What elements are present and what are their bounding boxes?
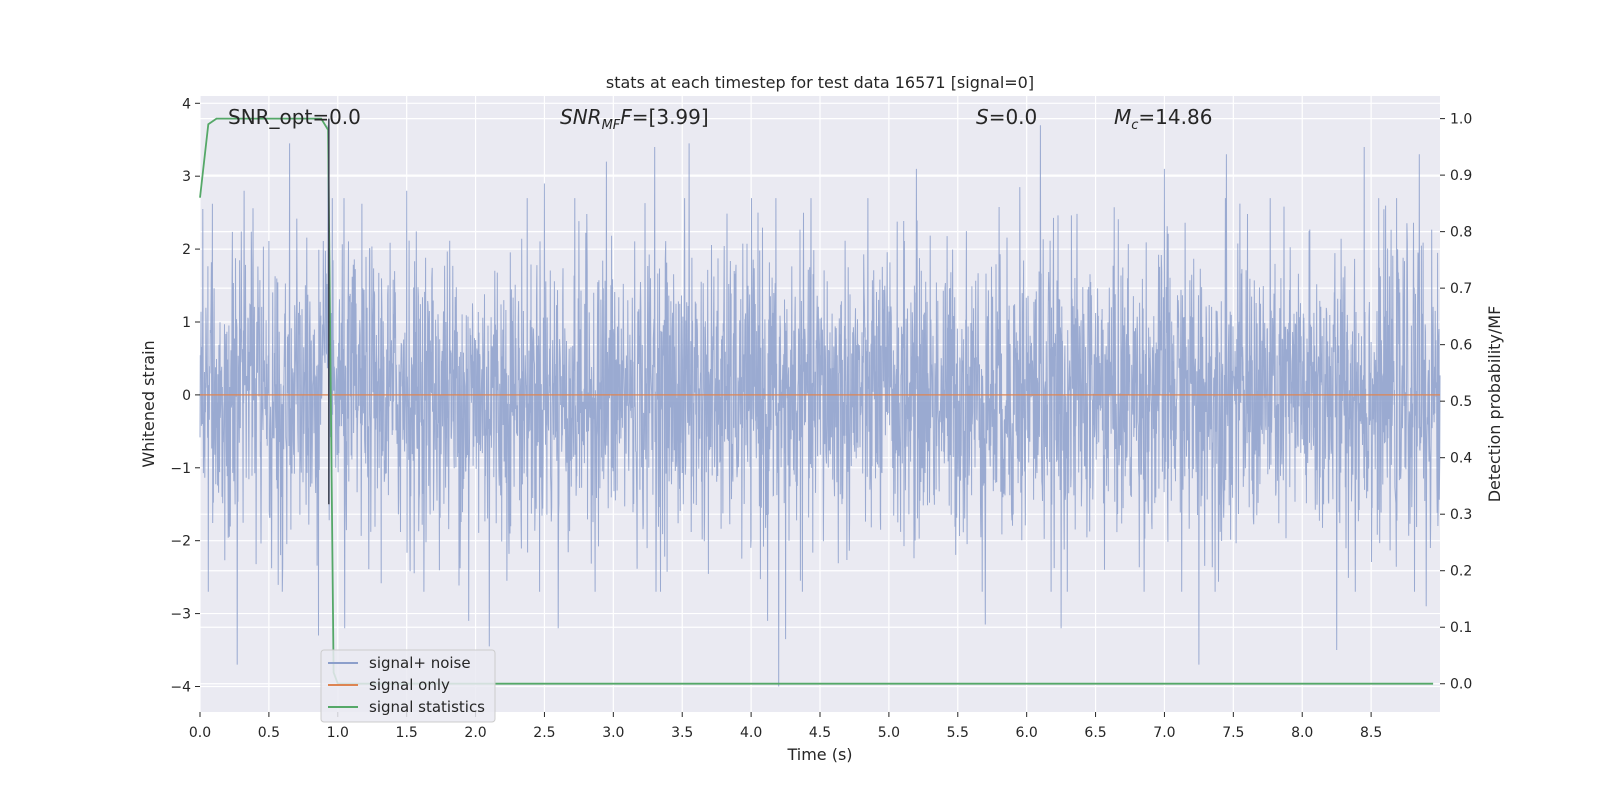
x-tick-label: 2.5 <box>533 725 555 741</box>
x-tick-label: 8.0 <box>1291 725 1313 741</box>
x-axis-ticks: 0.0 0.5 1.0 1.5 2.0 2.5 3.0 3.5 4.0 4.5 5.0 5.5 6.0 6… <box>189 712 1382 741</box>
s-value: =0.0 <box>989 105 1038 129</box>
y-tick-label: −2 <box>170 534 191 550</box>
x-tick-label: 0.5 <box>258 725 280 741</box>
x-tick-label: 6.5 <box>1084 725 1106 741</box>
y-tick-label: 1 <box>182 315 191 331</box>
y2-tick-label: 0.0 <box>1450 677 1472 693</box>
mc-main: M <box>1114 105 1131 129</box>
x-tick-label: 0.0 <box>189 725 211 741</box>
legend-label-signal-only: signal only <box>369 676 450 694</box>
x-tick-label: 8.5 <box>1360 725 1382 741</box>
legend-label-signal-statistics: signal statistics <box>369 698 485 716</box>
snr-mf-sub: MF <box>602 118 621 133</box>
y2-tick-label: 1.0 <box>1450 112 1472 128</box>
x-tick-label: 3.0 <box>602 725 624 741</box>
y-tick-label: −4 <box>170 679 191 695</box>
annotation-mc: Mc=14.86 <box>1114 105 1212 133</box>
chart-title: stats at each timestep for test data 165… <box>606 73 1034 92</box>
y-tick-label: 3 <box>182 169 191 185</box>
y2-tick-label: 0.4 <box>1450 451 1472 467</box>
y2-tick-label: 0.6 <box>1450 338 1472 354</box>
legend-label-signal-noise: signal+ noise <box>369 654 471 672</box>
y2-tick-label: 0.8 <box>1450 225 1472 241</box>
x-tick-label: 7.0 <box>1153 725 1175 741</box>
y2-axis-label: Detection probability/MF <box>1485 306 1504 503</box>
snr-mf-value: =[3.99] <box>632 105 709 129</box>
y2-axis-ticks: 0.0 0.1 0.2 0.3 0.4 0.5 0.6 0.7 0.8 0.9 1.0 <box>1440 112 1472 693</box>
y-tick-label: 4 <box>182 96 191 112</box>
x-tick-label: 4.0 <box>740 725 762 741</box>
y-axis-label: Whitened strain <box>139 340 158 467</box>
mc-sub: c <box>1131 118 1138 133</box>
y-tick-label: −1 <box>170 461 191 477</box>
signal-statistics-line <box>199 117 1434 685</box>
y-tick-label: 2 <box>182 242 191 258</box>
snr-mf-f: F <box>620 105 632 129</box>
y2-tick-label: 0.3 <box>1450 507 1472 523</box>
y-tick-label: 0 <box>182 388 191 404</box>
x-tick-label: 5.0 <box>878 725 900 741</box>
legend: signal+ noise signal only signal statist… <box>320 649 496 723</box>
signal-noise-series <box>199 125 1441 687</box>
y-tick-label: −3 <box>170 607 191 623</box>
x-axis-label: Time (s) <box>786 745 852 764</box>
x-tick-label: 5.5 <box>947 725 969 741</box>
legend-box <box>320 649 496 723</box>
annotation-s: S=0.0 <box>976 105 1037 129</box>
y2-tick-label: 0.9 <box>1450 168 1472 184</box>
x-tick-label: 1.0 <box>327 725 349 741</box>
x-tick-label: 1.5 <box>396 725 418 741</box>
x-tick-label: 2.0 <box>464 725 486 741</box>
y2-tick-label: 0.2 <box>1450 564 1472 580</box>
s-label: S <box>976 105 989 129</box>
x-tick-label: 7.5 <box>1222 725 1244 741</box>
x-tick-label: 3.5 <box>671 725 693 741</box>
snr-mf-main: SNR <box>560 105 602 129</box>
mc-value: =14.86 <box>1138 105 1212 129</box>
y2-tick-label: 0.5 <box>1450 394 1472 410</box>
x-tick-label: 6.0 <box>1016 725 1038 741</box>
y-axis-ticks: −4 −3 −2 −1 0 1 2 3 4 <box>170 96 200 695</box>
signal-statistics-series <box>199 117 1434 685</box>
annotation-snr-opt: SNR_opt=0.0 <box>228 105 361 129</box>
x-tick-label: 4.5 <box>809 725 831 741</box>
signal-noise-line <box>199 125 1441 687</box>
annotation-snr-mf: SNRMFF=[3.99] <box>560 105 709 133</box>
y2-tick-label: 0.7 <box>1450 281 1472 297</box>
y2-tick-label: 0.1 <box>1450 620 1472 636</box>
